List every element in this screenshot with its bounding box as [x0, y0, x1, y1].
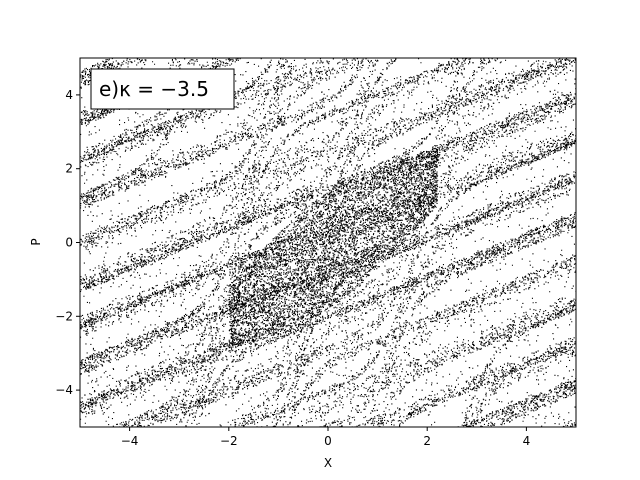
y-axis-label: P — [29, 238, 43, 245]
y-tick-label: −4 — [55, 383, 73, 397]
y-tick-label: 2 — [65, 162, 73, 176]
kappa-annotation-box: e)κ = −3.5 — [90, 68, 235, 110]
x-tick-label: 2 — [423, 434, 431, 448]
x-axis-ticks: −4 −2 0 2 4 — [121, 427, 530, 448]
scatter-points — [80, 58, 576, 427]
x-tick-label: 4 — [523, 434, 531, 448]
plot-area — [79, 57, 577, 428]
x-axis-label: X — [324, 456, 332, 470]
scatter-point-cloud — [80, 58, 576, 427]
x-tick-label: −4 — [121, 434, 139, 448]
y-tick-label: −2 — [55, 309, 73, 323]
annotation-text: e)κ = −3.5 — [99, 77, 209, 101]
y-tick-label: 4 — [65, 88, 73, 102]
y-tick-label: 0 — [65, 236, 73, 250]
x-tick-label: 0 — [324, 434, 332, 448]
annotation-frame — [90, 68, 235, 110]
x-tick-label: −2 — [220, 434, 238, 448]
y-axis-ticks: −4 −2 0 2 4 — [55, 88, 80, 397]
